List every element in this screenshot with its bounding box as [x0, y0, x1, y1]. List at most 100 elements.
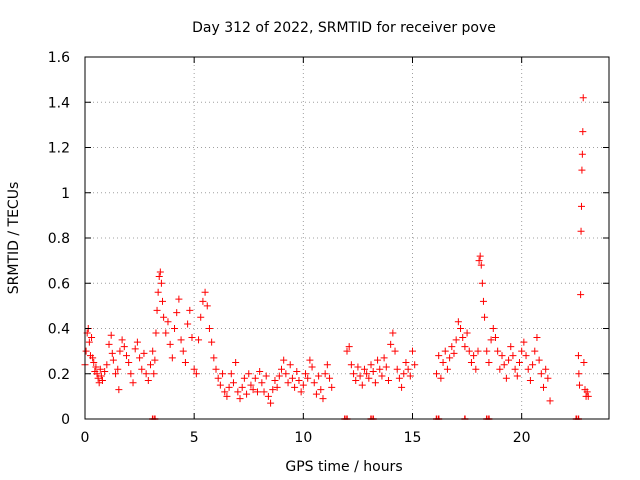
data-point	[526, 377, 534, 385]
data-point	[478, 279, 486, 287]
data-point	[112, 370, 120, 378]
data-point	[159, 297, 167, 305]
data-point	[190, 365, 198, 373]
data-point	[404, 365, 412, 373]
data-point	[247, 381, 255, 389]
data-point	[282, 370, 290, 378]
data-point	[186, 306, 194, 314]
data-point	[192, 370, 200, 378]
data-point	[511, 365, 519, 373]
data-point	[537, 370, 545, 378]
data-point	[125, 358, 133, 366]
data-point	[446, 354, 454, 362]
data-point	[400, 370, 408, 378]
data-point	[97, 372, 105, 380]
data-point	[85, 338, 93, 346]
data-point	[147, 361, 154, 369]
data-point	[461, 343, 469, 351]
data-point	[476, 252, 484, 260]
data-point	[509, 352, 517, 360]
data-point	[195, 336, 203, 344]
data-point	[284, 379, 292, 387]
data-point	[225, 383, 233, 391]
data-point	[343, 347, 351, 355]
data-point	[221, 388, 229, 396]
data-point	[515, 358, 523, 366]
data-point	[457, 325, 465, 332]
data-point	[297, 388, 305, 396]
data-point	[479, 297, 487, 305]
data-point	[197, 313, 205, 321]
data-point	[371, 379, 379, 387]
data-point	[288, 374, 296, 382]
data-point	[166, 340, 174, 348]
data-point	[93, 370, 101, 378]
data-point	[365, 374, 373, 382]
data-point	[578, 150, 586, 158]
data-point	[271, 377, 279, 385]
data-point	[544, 374, 552, 382]
data-point	[470, 352, 478, 360]
data-point	[312, 390, 320, 398]
data-point	[144, 377, 152, 385]
data-point	[540, 383, 547, 391]
data-point	[253, 388, 261, 396]
data-point	[82, 347, 90, 355]
data-point	[529, 361, 537, 369]
data-point	[384, 377, 392, 385]
data-point	[310, 379, 318, 387]
data-point	[579, 128, 587, 136]
x-tick-labels: 0 5 10 15 20	[81, 430, 531, 446]
data-point	[236, 395, 244, 403]
y-tick-label: 1.6	[48, 50, 70, 66]
y-tick-label: 1	[61, 186, 70, 202]
data-point	[162, 329, 170, 337]
data-point	[107, 331, 115, 339]
data-point	[109, 356, 117, 364]
data-point	[533, 334, 541, 342]
data-point	[393, 365, 401, 373]
data-point	[475, 257, 483, 265]
data-point	[513, 372, 521, 380]
data-point	[391, 347, 399, 355]
data-point	[454, 318, 462, 326]
data-point	[150, 370, 158, 378]
data-point	[485, 358, 493, 366]
data-point	[212, 365, 220, 373]
data-point	[129, 379, 137, 387]
data-point	[531, 347, 539, 355]
data-point	[232, 358, 240, 366]
data-point	[299, 381, 307, 389]
data-point	[188, 334, 196, 342]
data-point	[535, 356, 543, 364]
data-point	[108, 349, 116, 357]
data-point	[522, 352, 530, 360]
data-point	[472, 365, 480, 373]
data-point	[273, 383, 281, 391]
data-point	[574, 352, 582, 360]
data-point	[234, 388, 242, 396]
y-tick-label: 0	[61, 412, 70, 428]
data-point	[398, 383, 406, 391]
data-point	[411, 361, 419, 369]
data-point	[308, 363, 316, 371]
data-point	[256, 367, 264, 375]
data-point	[406, 372, 414, 380]
data-point	[264, 392, 272, 400]
data-point	[487, 336, 495, 344]
data-point	[546, 397, 554, 405]
data-point	[249, 386, 257, 394]
data-point	[118, 336, 126, 344]
data-point	[360, 365, 368, 373]
data-point	[243, 390, 251, 398]
data-point	[477, 261, 485, 269]
data-point	[179, 347, 187, 355]
data-point	[154, 288, 162, 296]
data-point	[507, 343, 515, 351]
data-point	[140, 349, 148, 357]
data-point	[262, 372, 270, 380]
data-point	[315, 372, 323, 380]
data-point	[328, 383, 336, 391]
data-point	[201, 288, 209, 296]
